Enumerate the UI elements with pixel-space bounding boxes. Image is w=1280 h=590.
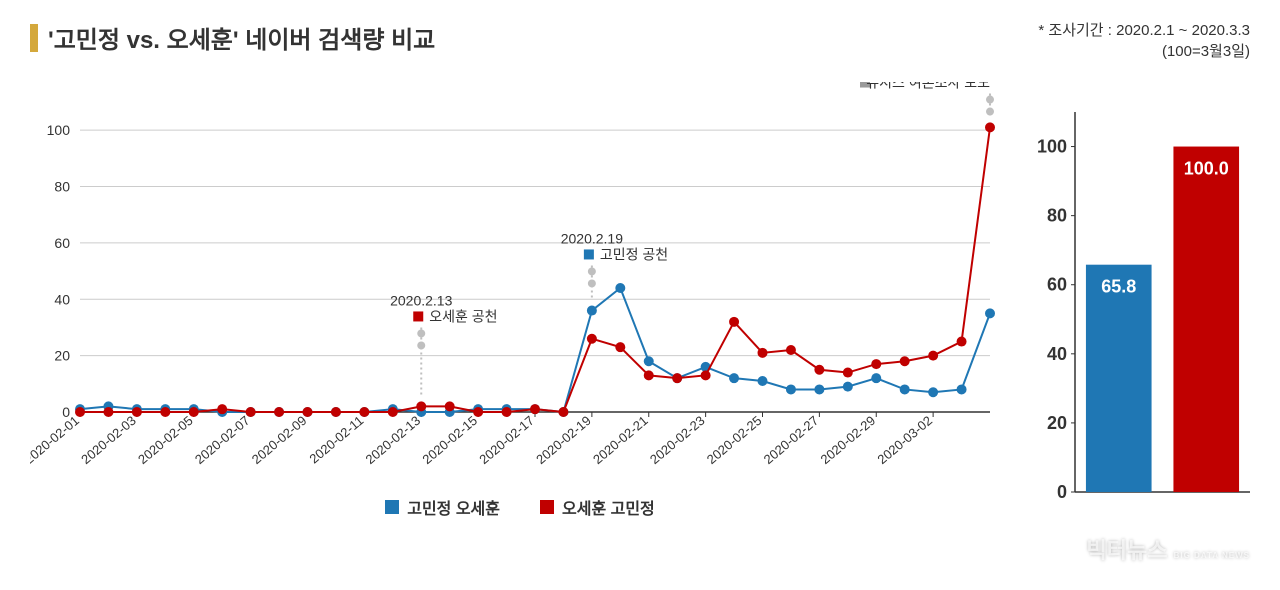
title-accent-bar [30,24,38,52]
svg-text:2020-02-29: 2020-02-29 [818,413,879,467]
meta-period: * 조사기간 : 2020.2.1 ~ 2020.3.3 [1038,20,1250,41]
svg-text:40: 40 [1047,344,1067,364]
header: '고민정 vs. 오세훈' 네이버 검색량 비교 * 조사기간 : 2020.2… [30,20,1250,62]
svg-text:2020.2.19: 2020.2.19 [561,230,623,246]
svg-text:2020.2.13: 2020.2.13 [390,292,452,308]
watermark: 빅터뉴스 BIG DATA NEWS [1087,533,1251,565]
legend-marker-2 [540,500,554,514]
svg-text:0: 0 [1057,482,1067,502]
svg-text:2020-02-15: 2020-02-15 [419,413,480,467]
svg-text:20: 20 [54,348,70,364]
svg-text:뉴시스 여론조사 보도: 뉴시스 여론조사 보도 [866,82,990,91]
line-chart: 0204060801002020-02-012020-02-032020-02-… [30,82,1010,542]
svg-text:60: 60 [1047,275,1067,295]
legend-item-1: 고민정 오세훈 [385,495,500,519]
svg-text:100.0: 100.0 [1184,159,1229,179]
bar-chart: 0 20 40 60 80 100 65.8 100.0 [1030,82,1260,542]
charts-row: 0204060801002020-02-012020-02-032020-02-… [30,82,1250,542]
svg-text:2020-02-19: 2020-02-19 [533,413,594,467]
svg-text:2020-02-07: 2020-02-07 [192,413,253,467]
svg-text:2020-03-02: 2020-03-02 [874,413,935,467]
meta-info: * 조사기간 : 2020.2.1 ~ 2020.3.3 (100=3월3일) [1038,20,1250,62]
svg-text:2020-02-01: 2020-02-01 [30,413,82,467]
line-chart-svg: 0204060801002020-02-012020-02-032020-02-… [30,82,1010,482]
svg-text:고민정 공천: 고민정 공천 [600,246,668,262]
svg-text:60: 60 [54,235,70,251]
svg-text:2020-02-21: 2020-02-21 [590,413,651,467]
bar-chart-svg: 0 20 40 60 80 100 65.8 100.0 [1030,82,1260,512]
svg-text:100: 100 [47,122,71,138]
svg-text:2020-02-17: 2020-02-17 [476,413,537,467]
meta-note: (100=3월3일) [1038,41,1250,62]
svg-text:2020-02-23: 2020-02-23 [647,413,708,467]
svg-text:2020-02-27: 2020-02-27 [761,413,822,467]
svg-text:80: 80 [54,179,70,195]
svg-text:40: 40 [54,291,70,307]
svg-text:오세훈 공천: 오세훈 공천 [429,308,497,324]
svg-text:2020-02-09: 2020-02-09 [249,413,310,467]
svg-text:20: 20 [1047,413,1067,433]
title-wrap: '고민정 vs. 오세훈' 네이버 검색량 비교 [30,20,435,55]
svg-text:2020-02-13: 2020-02-13 [363,413,424,467]
legend-marker-1 [385,500,399,514]
chart-title: '고민정 vs. 오세훈' 네이버 검색량 비교 [48,20,435,55]
svg-text:2020-02-25: 2020-02-25 [704,413,765,467]
legend-label-2: 오세훈 고민정 [562,495,655,519]
legend-item-2: 오세훈 고민정 [540,495,655,519]
svg-text:65.8: 65.8 [1101,277,1136,297]
svg-text:2020-02-05: 2020-02-05 [135,413,196,467]
svg-text:2020-02-11: 2020-02-11 [306,413,366,467]
svg-text:80: 80 [1047,206,1067,226]
svg-text:100: 100 [1037,137,1067,157]
legend: 고민정 오세훈 오세훈 고민정 [30,495,1010,519]
svg-text:2020-02-03: 2020-02-03 [78,413,139,467]
legend-label-1: 고민정 오세훈 [407,495,500,519]
